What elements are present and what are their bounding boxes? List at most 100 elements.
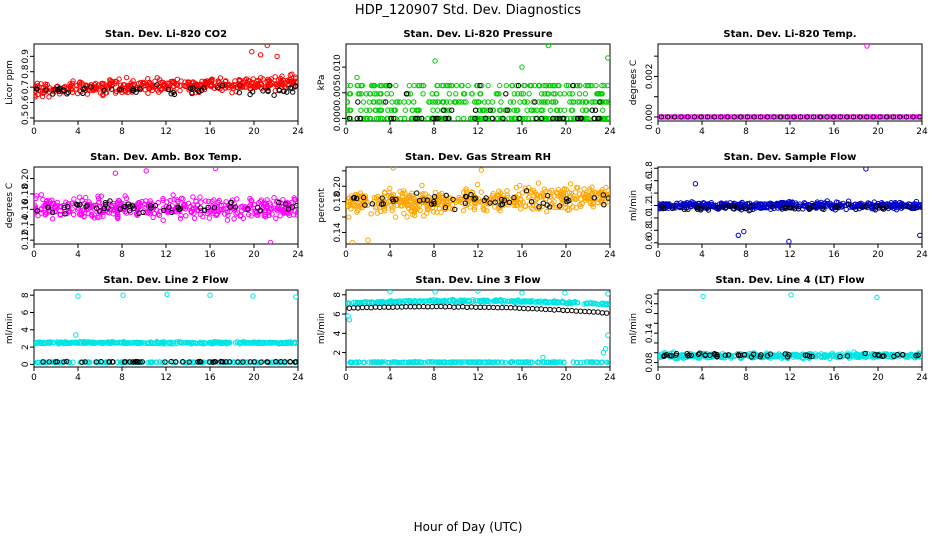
y-tick-label: 0.010 xyxy=(333,54,343,80)
hourly-point xyxy=(34,86,40,92)
hourly-point xyxy=(148,205,154,211)
y-tick-label: 0.9 xyxy=(21,49,31,64)
data-point xyxy=(574,184,580,191)
data-point xyxy=(50,339,56,346)
data-point xyxy=(416,107,422,113)
hourly-point xyxy=(685,114,691,120)
hourly-point xyxy=(390,304,396,310)
hourly-point xyxy=(577,308,584,314)
hourly-point xyxy=(698,205,704,211)
data-point xyxy=(292,339,298,345)
hourly-point xyxy=(98,358,104,365)
outlier-point xyxy=(387,290,393,295)
data-point xyxy=(109,78,115,85)
hourly-point xyxy=(265,87,271,94)
data-point xyxy=(907,352,914,358)
outlier-point xyxy=(540,354,546,361)
data-point xyxy=(270,359,276,365)
hourly-point xyxy=(671,114,678,120)
hourly-point xyxy=(431,199,437,205)
hourly-point xyxy=(258,359,264,365)
data-point xyxy=(255,212,261,218)
data-point xyxy=(511,91,517,97)
x-tick-label: 8 xyxy=(431,127,437,137)
hourly-point xyxy=(168,91,174,97)
hourly-point xyxy=(79,359,85,365)
outlier-point xyxy=(250,293,256,299)
x-tick-label: 20 xyxy=(872,373,884,383)
hourly-point xyxy=(240,359,246,365)
data-point xyxy=(446,91,452,97)
data-point xyxy=(529,107,535,113)
hourly-point xyxy=(391,115,397,121)
hourly-point xyxy=(746,208,752,214)
data-point xyxy=(415,359,421,365)
data-point xyxy=(807,114,813,120)
data-point xyxy=(94,84,100,91)
data-point xyxy=(396,99,403,105)
data-point xyxy=(463,186,469,192)
data-point xyxy=(887,114,893,120)
data-point xyxy=(601,82,607,89)
x-tick-label: 24 xyxy=(292,373,304,383)
panel-title: Stan. Dev. Sample Flow xyxy=(724,152,857,163)
hourly-point xyxy=(154,82,160,88)
data-point xyxy=(50,216,56,222)
y-tick-label: 0.14 xyxy=(21,214,31,234)
data-point xyxy=(391,359,397,365)
points-layer xyxy=(346,290,610,366)
data-point xyxy=(262,214,269,220)
data-point xyxy=(495,192,501,198)
data-point xyxy=(860,114,866,120)
hourly-point xyxy=(377,304,383,311)
data-point xyxy=(523,298,530,304)
data-point xyxy=(115,213,121,220)
data-point xyxy=(376,115,382,121)
hourly-point xyxy=(232,204,239,210)
data-point xyxy=(599,91,605,97)
data-point xyxy=(504,188,510,194)
hourly-point xyxy=(407,304,414,310)
outlier-point xyxy=(212,167,219,172)
hourly-point xyxy=(360,194,367,201)
hourly-point xyxy=(137,86,143,92)
data-point xyxy=(481,107,488,113)
data-point xyxy=(599,82,605,89)
data-point xyxy=(475,199,482,205)
data-point xyxy=(95,214,101,221)
hourly-point xyxy=(355,99,361,105)
data-point xyxy=(411,205,417,212)
hourly-point xyxy=(817,114,824,120)
data-point xyxy=(493,298,499,304)
data-point xyxy=(905,352,911,359)
hourly-point xyxy=(830,114,837,120)
data-point xyxy=(461,115,467,121)
data-point xyxy=(496,107,503,113)
hourly-point xyxy=(62,211,68,217)
data-point xyxy=(58,204,64,210)
hourly-point xyxy=(46,359,52,365)
data-point xyxy=(268,82,274,88)
data-point xyxy=(575,99,581,105)
outlier-point xyxy=(207,292,213,298)
hourly-point xyxy=(40,359,46,365)
x-tick-label: 8 xyxy=(119,127,125,137)
data-point xyxy=(546,82,552,89)
data-point xyxy=(99,80,105,87)
hourly-point xyxy=(121,204,127,210)
data-point xyxy=(429,91,435,97)
x-tick-label: 16 xyxy=(204,127,216,137)
hourly-point xyxy=(810,203,817,209)
data-point xyxy=(52,359,58,366)
data-point xyxy=(257,198,264,205)
data-point xyxy=(839,203,846,209)
hourly-point xyxy=(471,196,477,202)
data-point xyxy=(421,213,427,219)
hourly-point xyxy=(748,354,755,360)
data-point xyxy=(435,359,442,365)
data-point xyxy=(242,77,248,83)
data-point xyxy=(477,115,484,121)
data-point xyxy=(67,81,73,87)
data-point xyxy=(552,99,559,105)
data-point xyxy=(658,201,662,207)
